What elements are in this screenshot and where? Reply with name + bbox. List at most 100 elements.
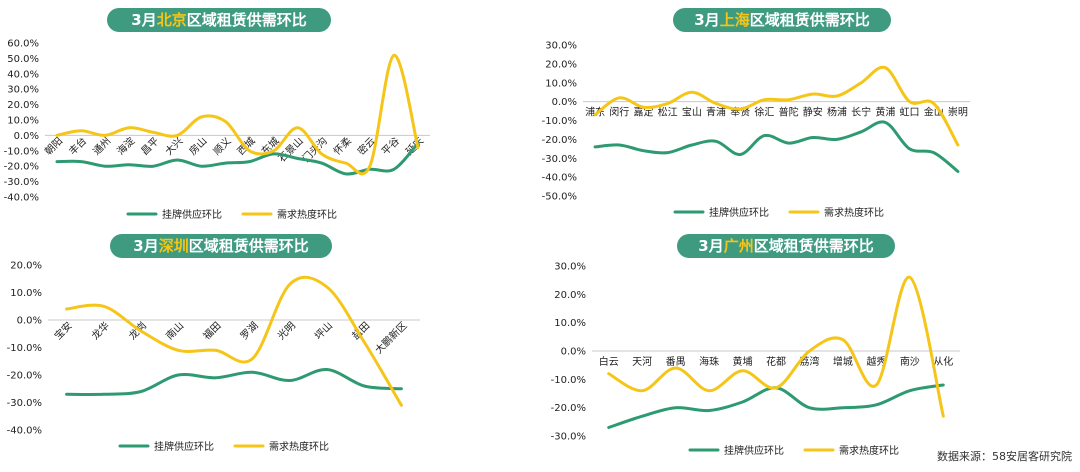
y-tick-label: 60.0% [7, 39, 39, 50]
x-tick-label: 虹口 [900, 107, 920, 119]
data-source-note: 数据来源：58安居客研究院 [937, 450, 1072, 463]
x-tick-label: 丰台 [66, 134, 89, 157]
series-line-demand [65, 275, 403, 407]
y-tick-label: -40.0% [7, 426, 42, 437]
chart-svg-shanghai: -50.0% -40.0% -30.0% -20.0% -10.0% 0.0% 10.0% 2… [542, 41, 970, 219]
y-tick-label: 10.0% [7, 116, 39, 127]
x-tick-label: 增城 [833, 355, 853, 368]
x-tick-label: 顺义 [211, 135, 234, 158]
legend-label: 需求热度环比 [277, 208, 337, 221]
legend-label: 挂牌供应环比 [162, 208, 222, 221]
y-tick-label: -40.0% [4, 193, 39, 204]
y-tick-label: 0.0% [552, 97, 577, 108]
x-tick-label: 宝山 [682, 106, 702, 119]
chart-panel-shenzhen: 3月深圳区域租赁供需环比 -40.0% -30.0% -20.0% -10.0% 0.0… [0, 234, 540, 468]
chart-panel-guangzhou: 3月广州区域租赁供需环比 -30.0% -20.0% -10.0% 0.0% 10.0%… [540, 234, 1080, 468]
chart-title: 3月北京区域租赁供需环比 [107, 8, 331, 32]
y-tick-label: 0.0% [17, 316, 42, 327]
y-tick-label: 20.0% [10, 261, 42, 272]
x-tick-label: 昌平 [139, 135, 162, 158]
x-tick-label: 房山 [186, 134, 209, 157]
x-tick-label: 坪山 [312, 319, 335, 342]
x-tick-label: 怀柔 [331, 135, 354, 158]
y-tick-label: -20.0% [551, 403, 586, 414]
chart-panel-shanghai: 3月上海区域租赁供需环比 -50.0% -40.0% -30.0% -20.0% -10… [540, 0, 1080, 234]
y-tick-label: 30.0% [545, 41, 577, 52]
x-tick-label: 海淀 [114, 134, 137, 157]
series-line-supply [65, 367, 403, 396]
chart-title: 3月上海区域租赁供需环比 [673, 8, 891, 32]
y-tick-label: 50.0% [7, 54, 39, 65]
y-tick-label: 0.0% [14, 131, 39, 142]
y-tick-label: 20.0% [545, 59, 577, 70]
x-tick-label: 南山 [163, 319, 186, 342]
legend-label: 挂牌供应环比 [154, 440, 214, 453]
x-tick-label: 杨浦 [827, 106, 847, 119]
y-tick-label: 10.0% [554, 318, 586, 329]
y-tick-label: -10.0% [7, 343, 42, 354]
x-tick-label: 从化 [933, 355, 953, 368]
y-tick-label: -20.0% [4, 162, 39, 173]
x-tick-label: 青浦 [706, 106, 726, 119]
x-tick-label: 长宁 [851, 106, 871, 119]
x-tick-label: 宝安 [51, 319, 74, 342]
chart-title: 3月广州区域租赁供需环比 [677, 234, 895, 258]
y-tick-label: 40.0% [7, 69, 39, 80]
y-tick-label: -10.0% [4, 146, 39, 157]
x-tick-label: 徐汇 [754, 106, 774, 119]
legend-label: 挂牌供应环比 [709, 206, 769, 219]
y-tick-label: -30.0% [7, 398, 42, 409]
legend-label: 挂牌供应环比 [724, 444, 784, 457]
series-line-supply [593, 120, 960, 173]
y-tick-label: 10.0% [545, 78, 577, 89]
x-tick-label: 崇明 [948, 107, 968, 119]
y-tick-label: -30.0% [551, 432, 586, 443]
legend-label: 需求热度环比 [824, 206, 884, 219]
y-tick-label: -20.0% [7, 371, 42, 382]
y-tick-label: -20.0% [542, 135, 577, 146]
legend-label: 需求热度环比 [839, 444, 899, 457]
x-tick-label: 黄浦 [875, 106, 895, 119]
x-tick-label: 白云 [599, 355, 619, 368]
legend-label: 需求热度环比 [269, 440, 329, 453]
y-tick-label: -30.0% [4, 177, 39, 188]
chart-svg-beijing: -40.0% -30.0% -20.0% -10.0% 0.0% 10.0% 20.0% 30… [4, 39, 430, 221]
y-tick-label: -30.0% [542, 154, 577, 165]
x-tick-label: 光明 [275, 319, 298, 342]
x-tick-label: 南沙 [900, 355, 920, 368]
chart-panel-beijing: 3月北京区域租赁供需环比 -40.0% -30.0% -20.0% -10.0% 0.0… [0, 0, 540, 234]
y-tick-label: 20.0% [554, 290, 586, 301]
x-tick-label: 越秀 [866, 355, 886, 368]
x-tick-label: 闵行 [609, 106, 629, 119]
x-tick-label: 大兴 [162, 134, 185, 157]
chart-svg-shenzhen: -40.0% -30.0% -20.0% -10.0% 0.0% 10.0% 20.0% 宝安… [7, 261, 420, 453]
y-tick-label: -10.0% [542, 116, 577, 127]
x-tick-label: 荔湾 [799, 355, 819, 368]
x-tick-label: 福田 [200, 319, 223, 342]
series-line-demand [593, 65, 960, 147]
x-tick-label: 天河 [632, 356, 652, 368]
x-tick-label: 龙华 [89, 319, 112, 342]
x-tick-label: 黄埔 [733, 355, 753, 368]
y-tick-label: 0.0% [561, 347, 586, 358]
chart-title: 3月深圳区域租赁供需环比 [110, 234, 332, 258]
y-tick-label: 10.0% [10, 288, 42, 299]
x-tick-label: 番禺 [666, 356, 686, 368]
y-tick-label: -40.0% [542, 173, 577, 184]
x-tick-label: 普陀 [779, 106, 799, 119]
series-line-demand [55, 53, 420, 176]
x-tick-label: 花都 [766, 355, 786, 368]
x-tick-label: 通州 [91, 135, 114, 158]
chart-svg-guangzhou: -30.0% -20.0% -10.0% 0.0% 10.0% 20.0% 30.0% 白云 天… [551, 262, 960, 457]
x-tick-label: 静安 [803, 106, 823, 119]
x-tick-label: 平谷 [379, 135, 402, 158]
y-tick-label: 30.0% [554, 262, 586, 273]
y-tick-label: -50.0% [542, 192, 577, 203]
y-tick-label: -10.0% [551, 375, 586, 386]
y-tick-label: 30.0% [7, 85, 39, 96]
series-line-demand [607, 275, 945, 418]
x-tick-label: 大鹏新区 [372, 319, 409, 356]
x-tick-label: 罗湖 [238, 320, 261, 343]
x-tick-label: 松江 [658, 106, 678, 119]
y-tick-label: 20.0% [7, 100, 39, 111]
